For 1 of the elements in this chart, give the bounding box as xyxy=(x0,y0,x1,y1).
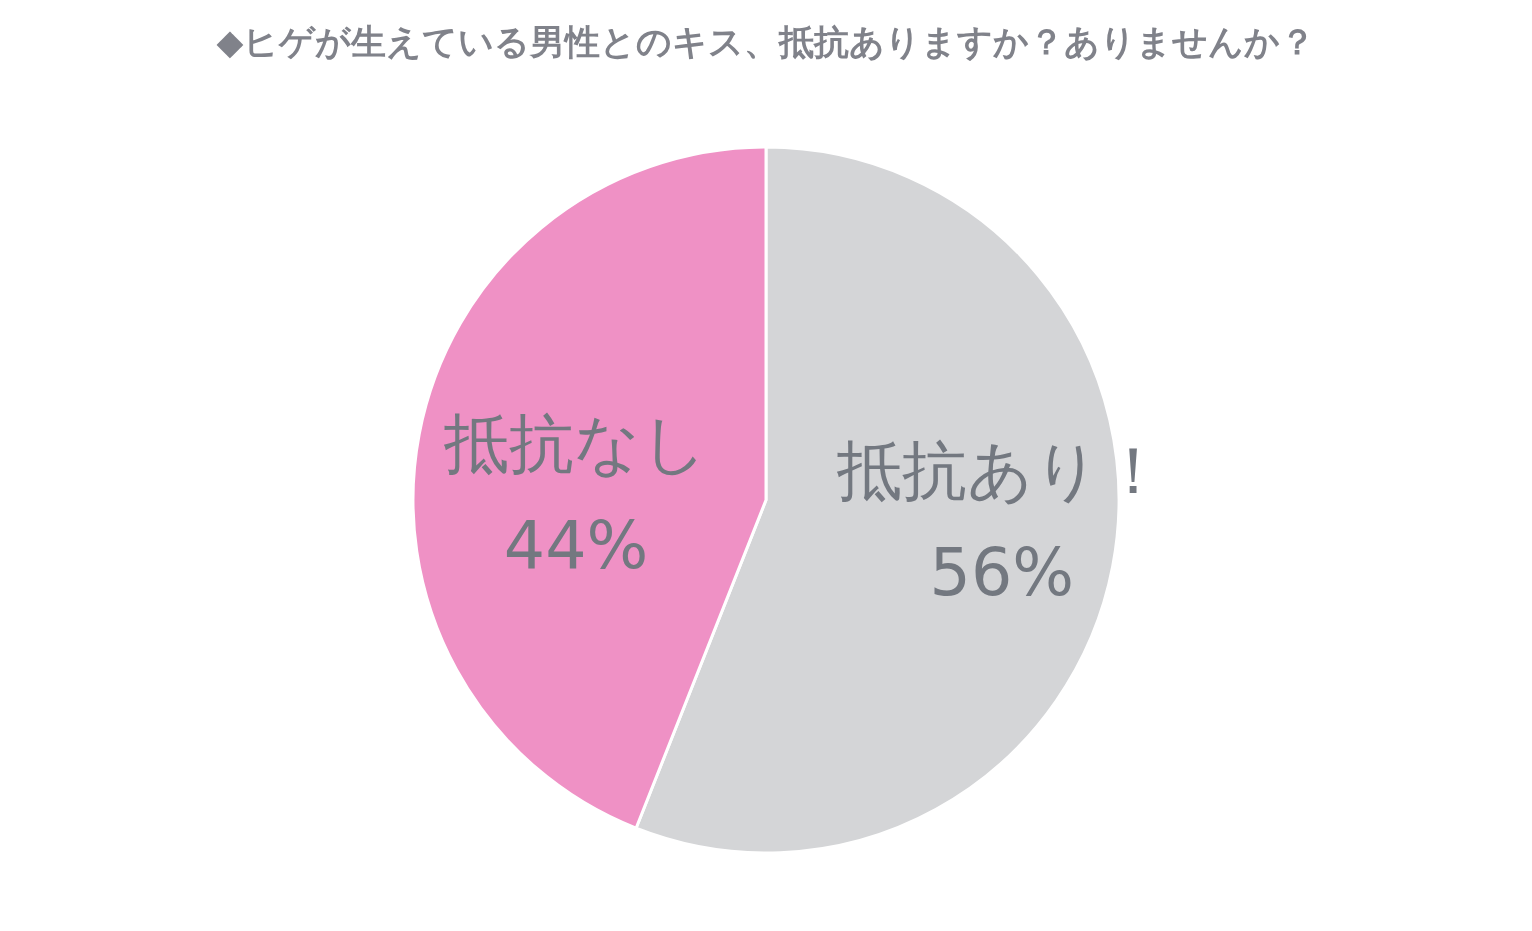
title: ◆ヒゲが生えている男性とのキス、抵抗ありますか？ありませんか？ xyxy=(216,22,1316,62)
